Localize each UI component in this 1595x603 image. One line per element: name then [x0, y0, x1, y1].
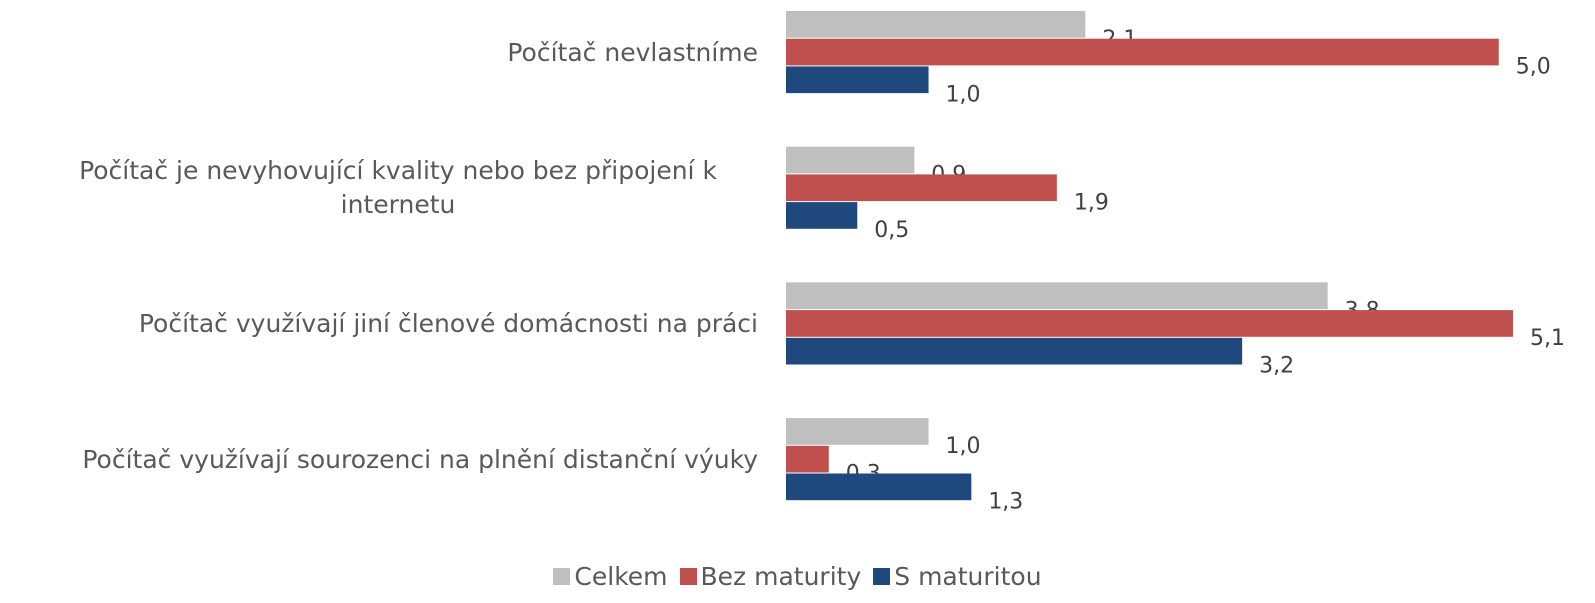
- value-label: 1,0: [946, 434, 981, 459]
- category-text: Počítač nevlastníme: [507, 37, 758, 67]
- category-text: Počítač je nevyhovující kvality nebo bez…: [79, 156, 717, 220]
- bar: [786, 66, 929, 94]
- value-label: 1,9: [1074, 190, 1109, 215]
- value-label: 3,2: [1259, 354, 1294, 379]
- value-label: 1,3: [988, 489, 1023, 514]
- bar: [786, 146, 915, 174]
- value-label: 5,1: [1530, 326, 1565, 351]
- legend: Celkem Bez maturity S maturitou: [0, 562, 1595, 591]
- category-label: Počítač nevlastníme: [0, 36, 758, 70]
- value-label: 5,0: [1516, 55, 1551, 80]
- bar: [786, 282, 1328, 310]
- legend-label: S maturitou: [894, 562, 1042, 591]
- category-text: Počítač využívají sourozenci na plnění d…: [82, 444, 758, 474]
- bar: [786, 202, 858, 229]
- legend-item: Celkem: [553, 562, 668, 591]
- bar: [786, 445, 829, 473]
- bar: [786, 337, 1243, 365]
- bar: [786, 11, 1086, 38]
- legend-swatch: [679, 568, 697, 585]
- category-text: Počítač využívají jiní členové domácnost…: [138, 308, 758, 338]
- legend-swatch: [553, 568, 571, 585]
- legend-swatch: [873, 568, 891, 585]
- category-label: Počítač využívají sourozenci na plnění d…: [0, 443, 758, 477]
- legend-item: S maturitou: [873, 562, 1042, 591]
- bar: [786, 473, 972, 501]
- category-label: Počítač je nevyhovující kvality nebo bez…: [0, 154, 758, 222]
- bar: [786, 174, 1057, 202]
- legend-label: Bez maturity: [700, 562, 862, 591]
- legend-label: Celkem: [574, 562, 668, 591]
- legend-item: Bez maturity: [679, 562, 862, 591]
- value-label: 0,5: [874, 218, 909, 243]
- category-label: Počítač využívají jiní členové domácnost…: [0, 307, 758, 341]
- bar: [786, 418, 929, 445]
- value-label: 1,0: [946, 82, 981, 107]
- bar: [786, 310, 1513, 337]
- bar: [786, 38, 1499, 66]
